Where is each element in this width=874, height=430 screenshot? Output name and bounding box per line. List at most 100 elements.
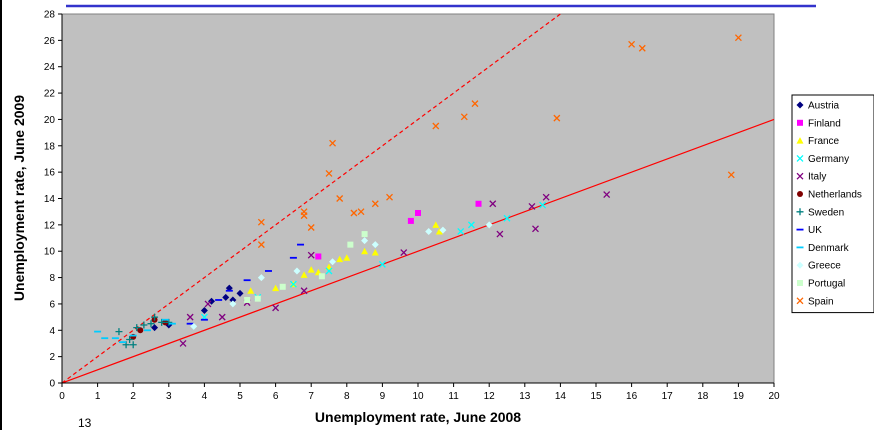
point-germany	[539, 201, 547, 209]
point-greece	[257, 274, 265, 282]
point-austria	[222, 293, 230, 301]
x-tick-label: 5	[237, 391, 243, 402]
point-sweden	[158, 318, 166, 326]
point-austria	[208, 297, 216, 305]
y-tick-label: 18	[44, 141, 56, 152]
point-austria	[151, 324, 159, 332]
point-austria	[236, 289, 244, 297]
point-france	[272, 284, 280, 292]
y-tick-label: 16	[44, 168, 56, 179]
x-tick-label: 1	[95, 391, 101, 402]
point-finland	[407, 217, 414, 224]
point-spain	[357, 208, 365, 216]
y-tick-label: 14	[44, 194, 56, 205]
legend-label-sweden: Sweden	[808, 207, 844, 218]
y-tick-label: 2	[49, 352, 55, 363]
legend-marker-greece	[796, 261, 804, 269]
point-greece	[439, 226, 447, 234]
y-tick-label: 28	[44, 10, 56, 21]
point-germany	[503, 214, 511, 222]
point-spain	[386, 193, 393, 201]
point-finland	[415, 209, 421, 216]
point-france	[336, 255, 344, 263]
point-italy	[272, 304, 280, 312]
point-germany	[325, 267, 333, 275]
x-tick-label: 7	[308, 391, 314, 402]
x-tick-label: 19	[733, 391, 745, 402]
point-italy	[218, 313, 226, 321]
point-austria	[229, 296, 237, 304]
point-italy	[496, 230, 504, 238]
point-greece	[329, 258, 337, 266]
legend-marker-portugal	[797, 280, 803, 286]
point-sweden	[151, 313, 159, 321]
x-tick-label: 14	[555, 391, 567, 402]
x-tick-label: 12	[484, 391, 496, 402]
x-tick-label: 9	[380, 391, 386, 402]
point-portugal	[347, 241, 354, 248]
slide-number: 13	[78, 416, 92, 430]
point-france	[371, 249, 379, 256]
x-tick-label: 3	[166, 391, 172, 402]
point-spain	[553, 114, 561, 122]
legend-label-finland: Finland	[808, 118, 841, 129]
x-tick-label: 15	[590, 391, 602, 402]
legend-marker-germany	[796, 154, 804, 162]
legend-marker-italy	[796, 172, 804, 180]
point-sweden	[147, 320, 155, 328]
point-spain	[628, 40, 636, 48]
legend-label-portugal: Portugal	[808, 279, 845, 290]
point-italy	[489, 200, 497, 208]
point-italy	[603, 191, 611, 199]
reference-line-dashed	[61, 13, 561, 384]
point-greece	[361, 237, 369, 245]
point-sweden	[122, 341, 130, 349]
point-spain	[350, 209, 358, 217]
point-portugal	[254, 295, 261, 302]
legend-marker-austria	[796, 101, 804, 109]
y-tick-label: 10	[44, 247, 56, 258]
legend-box	[791, 94, 874, 314]
point-portugal	[279, 283, 286, 290]
point-spain	[471, 100, 479, 108]
y-tick-label: 6	[49, 299, 55, 310]
point-spain	[329, 139, 337, 147]
point-italy	[528, 202, 536, 210]
x-tick-label: 10	[412, 391, 424, 402]
point-portugal	[361, 231, 368, 238]
x-tick-label: 13	[519, 391, 531, 402]
point-italy	[204, 300, 212, 308]
point-spain	[307, 224, 315, 231]
y-axis-title: Unemployment rate, June 2009	[11, 95, 27, 301]
point-germany	[457, 227, 465, 235]
plot-area: 0 1 2 3 4 5 6 7 8 9 10 11 12 13 14 15 16 17 18 19 2002468101…	[44, 10, 780, 403]
point-spain	[371, 200, 379, 208]
legend-label-spain: Spain	[808, 296, 834, 307]
point-germany	[378, 260, 386, 268]
point-portugal	[318, 273, 325, 280]
point-greece	[229, 300, 237, 308]
point-germany	[467, 221, 475, 229]
legend-label-germany: Germany	[808, 154, 849, 165]
point-italy	[307, 251, 315, 259]
x-tick-label: 20	[768, 391, 780, 402]
point-sweden	[165, 318, 173, 326]
legend-label-netherlands: Netherlands	[808, 190, 862, 201]
legend-marker-france	[796, 137, 804, 144]
point-sweden	[133, 324, 141, 332]
x-tick-label: 11	[448, 391, 459, 402]
point-france	[435, 227, 443, 235]
legend-marker-sweden	[796, 208, 804, 216]
reference-line-solid	[61, 118, 775, 384]
point-spain	[734, 34, 742, 42]
legend-marker-netherlands	[797, 191, 803, 197]
legend-label-denmark: Denmark	[808, 243, 850, 254]
legend: Austria Finland France Germany Italy Netherla…	[791, 94, 874, 314]
point-spain	[727, 171, 735, 179]
y-tick-label: 24	[44, 62, 56, 73]
point-france	[361, 247, 369, 255]
y-tick-label: 22	[44, 89, 56, 100]
legend-label-uk: UK	[808, 225, 822, 236]
point-france	[432, 221, 440, 228]
